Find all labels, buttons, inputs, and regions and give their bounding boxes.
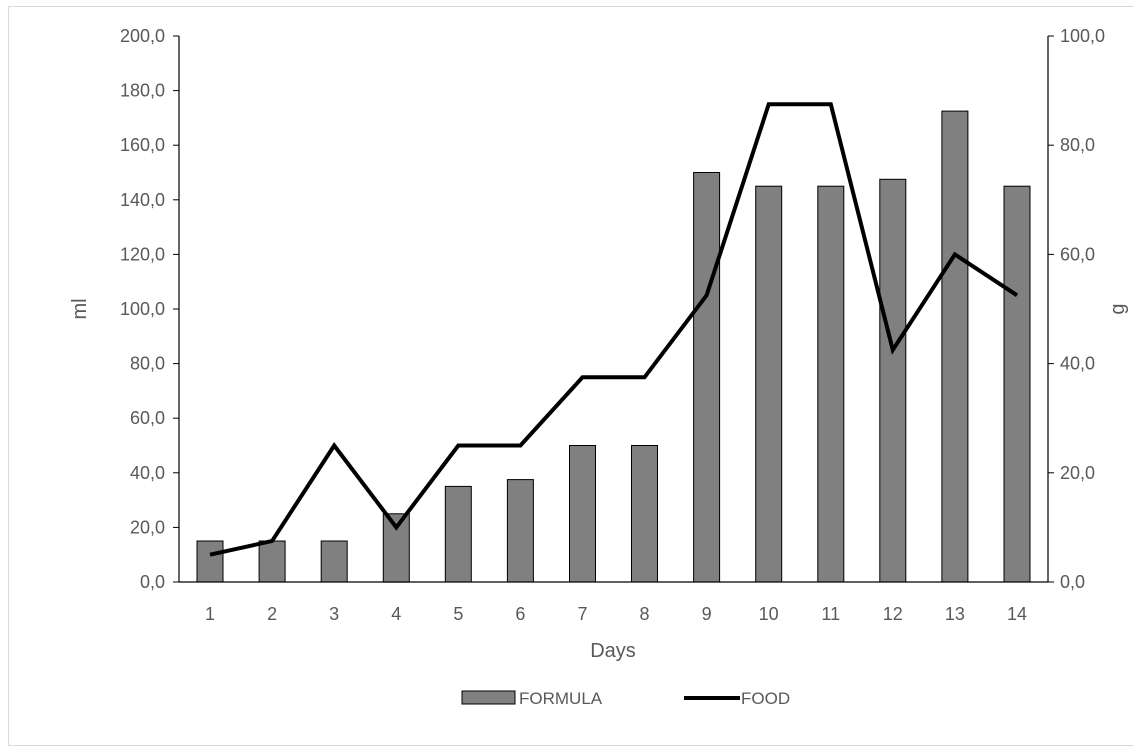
right-axis-ticks: 0,0 20,0 40,0 60,0 80,0 100,0	[1048, 26, 1105, 592]
x-axis-title: Days	[590, 640, 636, 662]
formula-bar	[941, 110, 969, 583]
y-tick-label: 0,0	[140, 572, 165, 592]
food-line	[209, 102, 1019, 557]
x-tick-label: 12	[883, 604, 903, 624]
y2-tick-label: 80,0	[1060, 135, 1095, 155]
x-tick-label: 2	[267, 604, 277, 624]
formula-bar	[258, 540, 286, 583]
x-tick-label: 14	[1007, 604, 1027, 624]
y2-tick-label: 60,0	[1060, 244, 1095, 264]
formula-bars	[196, 110, 1031, 583]
y-tick-label: 20,0	[130, 517, 165, 537]
y2-tick-label: 0,0	[1060, 572, 1085, 592]
y-tick-label: 80,0	[130, 354, 165, 374]
legend: FORMULA FOOD	[461, 689, 790, 708]
formula-bar	[506, 479, 534, 583]
y2-tick-label: 100,0	[1060, 26, 1105, 46]
x-tick-label: 10	[759, 604, 779, 624]
x-tick-label: 4	[391, 604, 401, 624]
formula-bar	[631, 445, 658, 583]
y2-axis-title: g	[1107, 303, 1129, 314]
x-tick-label: 6	[515, 604, 525, 624]
formula-bar	[320, 540, 348, 583]
y-axis-title: ml	[69, 298, 91, 319]
legend-formula-label: FORMULA	[519, 689, 603, 708]
formula-bar	[1003, 185, 1031, 583]
x-tick-label: 3	[329, 604, 339, 624]
x-tick-label: 7	[577, 604, 587, 624]
y-tick-label: 200,0	[120, 26, 165, 46]
y-tick-label: 40,0	[130, 463, 165, 483]
x-tick-label: 13	[945, 604, 965, 624]
formula-bar	[693, 172, 721, 583]
x-tick-label: 11	[821, 604, 840, 624]
y-tick-label: 100,0	[120, 299, 165, 319]
x-tick-label: 1	[205, 604, 215, 624]
left-axis-ticks: 0,0 20,0 40,0 60,0 80,0 100,0 120,0 140,0 160,0 1…	[120, 26, 179, 592]
y2-tick-label: 40,0	[1060, 354, 1095, 374]
formula-bar	[879, 178, 907, 583]
formula-bar	[755, 185, 783, 583]
formula-bar	[569, 445, 596, 583]
legend-food-label: FOOD	[741, 689, 790, 708]
formula-bar	[444, 485, 472, 583]
y-tick-label: 160,0	[120, 135, 165, 155]
legend-formula-swatch	[461, 690, 516, 705]
x-axis-ticks: 1 2 3 4 5 6 7 8 9 10 11 12 13 14	[205, 604, 1027, 624]
y-tick-label: 60,0	[130, 408, 165, 428]
x-tick-label: 5	[453, 604, 463, 624]
formula-bar	[196, 540, 224, 583]
x-tick-label: 8	[640, 604, 650, 624]
formula-bar	[817, 185, 845, 583]
y-tick-label: 180,0	[120, 81, 165, 101]
y-tick-label: 120,0	[120, 244, 165, 264]
formula-bar	[382, 513, 410, 583]
y2-tick-label: 20,0	[1060, 463, 1095, 483]
x-tick-label: 9	[702, 604, 712, 624]
y-tick-label: 140,0	[120, 190, 165, 210]
